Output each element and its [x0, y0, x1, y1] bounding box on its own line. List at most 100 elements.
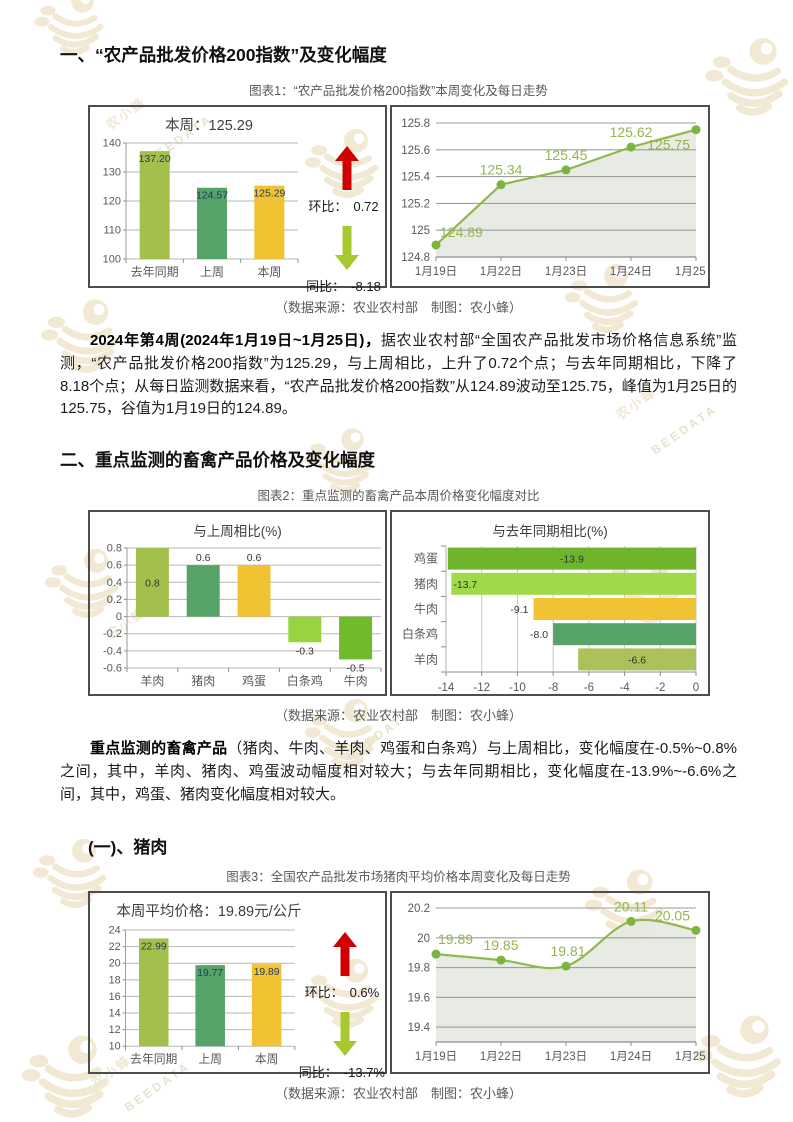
svg-text:20.05: 20.05: [655, 907, 690, 923]
svg-text:124.89: 124.89: [440, 223, 483, 239]
svg-text:125.8: 125.8: [401, 118, 430, 130]
svg-text:20: 20: [109, 957, 121, 969]
svg-text:125: 125: [411, 225, 430, 237]
indicator-label: 同比： -8.18: [306, 279, 381, 294]
svg-text:0.8: 0.8: [145, 577, 160, 589]
svg-text:-10: -10: [509, 682, 526, 694]
figure3-caption: 图表3：全国农产品批发市场猪肉平均价格本周变化及每日走势: [226, 869, 571, 884]
figure2-source: （数据来源：农业农村部 制图：农小蜂）: [274, 708, 522, 724]
svg-text:19.6: 19.6: [408, 992, 430, 1004]
figure2-caption: 图表2：重点监测的畜禽产品本周价格变化幅度对比: [257, 489, 540, 504]
svg-text:10: 10: [109, 1040, 121, 1052]
svg-text:白条鸡: 白条鸡: [286, 673, 322, 688]
svg-text:1月22日: 1月22日: [480, 266, 522, 278]
fig2-bar-chart: -0.6 -0.4 -0.2 0 0.2 0.4 0.6 0.8 0.8 羊肉 0.6 猪肉 0.6 鸡蛋…: [103, 543, 381, 688]
svg-text:上周: 上周: [198, 1052, 222, 1066]
svg-text:125.4: 125.4: [401, 171, 430, 183]
svg-text:19.89: 19.89: [438, 931, 473, 947]
svg-text:125.29: 125.29: [253, 188, 285, 200]
svg-text:-6: -6: [584, 682, 594, 694]
svg-text:20: 20: [417, 933, 430, 945]
indicator-label: 环比： 0.72: [308, 199, 379, 214]
paragraph1-lead: 2024年第4周(2024年1月19日~1月25日)，: [90, 332, 381, 349]
svg-text:羊肉: 羊肉: [140, 673, 164, 688]
svg-text:120: 120: [103, 196, 121, 208]
arrow-up-icon: [332, 931, 357, 976]
svg-text:0.4: 0.4: [106, 577, 121, 589]
svg-text:去年同期: 去年同期: [131, 265, 179, 279]
svg-text:0: 0: [693, 682, 699, 694]
indicator-label: 同比： -13.7%: [298, 1064, 385, 1080]
svg-text:24: 24: [109, 924, 121, 936]
svg-text:124.8: 124.8: [401, 252, 430, 264]
fig1-indicators: 环比： 0.72 同比： -8.18: [302, 135, 385, 305]
svg-text:鸡蛋: 鸡蛋: [241, 673, 265, 688]
figure1: 本周：125.29 100 110 120 130 140 137.20 去年同期 124.5…: [88, 105, 737, 294]
svg-text:-9.1: -9.1: [510, 604, 528, 616]
svg-text:白条鸡: 白条鸡: [402, 626, 438, 641]
svg-text:去年同期: 去年同期: [130, 1052, 177, 1066]
svg-text:125.6: 125.6: [401, 144, 430, 156]
svg-text:125.2: 125.2: [401, 198, 430, 210]
svg-text:19.4: 19.4: [408, 1022, 431, 1034]
svg-text:-8: -8: [548, 682, 558, 694]
svg-text:1月24日: 1月24日: [610, 266, 652, 278]
figure1-caption: 图表1：“农产品批发价格200指数”本周变化及每日走势: [249, 84, 548, 98]
svg-text:100: 100: [103, 254, 121, 266]
section3-heading: (一)、猪肉: [88, 837, 168, 857]
svg-text:-14: -14: [438, 682, 455, 694]
svg-text:-2: -2: [655, 682, 665, 694]
svg-text:18: 18: [109, 974, 121, 986]
fig2-hbar-chart: -14 -12 -10 -8 -6 -4 -2 0 -13.9 鸡蛋 -13.7 猪肉 -9.1 牛肉 -8…: [402, 545, 699, 694]
figure2: 与上周相比(%) -0.6 -0.4 -0.2 0 0.2 0.4 0.6 0.8 0.8 羊肉 0…: [88, 510, 737, 697]
svg-text:0.6: 0.6: [246, 552, 261, 564]
svg-text:16: 16: [109, 990, 121, 1002]
svg-text:猪肉: 猪肉: [191, 674, 215, 688]
svg-text:20.11: 20.11: [614, 898, 648, 914]
svg-text:0.6: 0.6: [106, 560, 121, 572]
svg-text:14: 14: [109, 1007, 121, 1019]
svg-text:-0.5: -0.5: [346, 663, 364, 675]
svg-text:-13.9: -13.9: [560, 554, 584, 566]
svg-text:-8.0: -8.0: [530, 629, 548, 641]
fig1-bar-box: 本周：125.29 100 110 120 130 140 137.20 去年同期 124.5…: [88, 105, 387, 294]
svg-text:1月25日: 1月25日: [675, 266, 706, 278]
paragraph2: 重点监测的畜禽产品（猪肉、牛肉、羊肉、鸡蛋和白条鸡）与上周相比，变化幅度在-0.…: [60, 738, 737, 806]
svg-text:0.8: 0.8: [106, 543, 121, 555]
fig2-hbar-box: 与去年同期相比(%) -14 -12 -10 -8 -6 -4 -2 0 -13.9 鸡蛋 -13.…: [390, 510, 710, 697]
svg-text:0.2: 0.2: [106, 594, 121, 606]
svg-text:1月24日: 1月24日: [610, 1051, 652, 1063]
fig1-line-chart: 124.8 125 125.2 125.4 125.6 125.8 1月19日 1月22日 1月…: [401, 118, 706, 278]
figure3-source: （数据来源：农业农村部 制图：农小蜂）: [274, 1085, 522, 1101]
svg-text:125.34: 125.34: [480, 161, 523, 177]
svg-text:1月22日: 1月22日: [480, 1051, 522, 1063]
svg-text:125.75: 125.75: [647, 136, 690, 152]
svg-text:19.85: 19.85: [483, 937, 518, 953]
fig2-hbar-title: 与去年同期相比(%): [492, 524, 608, 540]
svg-text:-0.6: -0.6: [103, 663, 122, 675]
svg-text:1月19日: 1月19日: [415, 1051, 457, 1063]
figure1-source: （数据来源：农业农村部 制图：农小蜂）: [274, 300, 522, 315]
svg-text:羊肉: 羊肉: [414, 652, 438, 667]
fig3-bar-box: 本周平均价格：19.89元/公斤 10 12 14 16 18 20 22 24 22.99 去年…: [88, 890, 387, 1080]
fig2-bar-title: 与上周相比(%): [193, 524, 282, 540]
indicator-label: 环比： 0.6%: [304, 984, 380, 1000]
svg-text:125.62: 125.62: [610, 124, 653, 140]
svg-text:-0.2: -0.2: [103, 628, 122, 640]
svg-text:20.2: 20.2: [408, 903, 430, 915]
svg-text:-6.6: -6.6: [628, 655, 646, 667]
arrow-up-icon: [334, 146, 359, 190]
svg-text:-4: -4: [619, 682, 630, 694]
arrow-down-icon: [334, 226, 359, 270]
svg-text:22.99: 22.99: [141, 941, 167, 952]
svg-text:19.8: 19.8: [408, 963, 430, 975]
svg-text:鸡蛋: 鸡蛋: [414, 551, 438, 566]
svg-text:140: 140: [103, 138, 121, 150]
fig1-bar-title: 本周：125.29: [165, 118, 253, 134]
svg-text:1月19日: 1月19日: [415, 266, 457, 278]
svg-text:137.20: 137.20: [139, 153, 171, 165]
svg-text:-0.3: -0.3: [295, 645, 313, 657]
svg-text:1月23日: 1月23日: [545, 266, 587, 278]
fig1-bar-chart: 100 110 120 130 140 137.20 去年同期 124.57 上周 125.29 本…: [103, 138, 299, 279]
fig1-line-box: 124.8 125 125.2 125.4 125.6 125.8 1月19日 1月22日 1月…: [390, 105, 710, 288]
